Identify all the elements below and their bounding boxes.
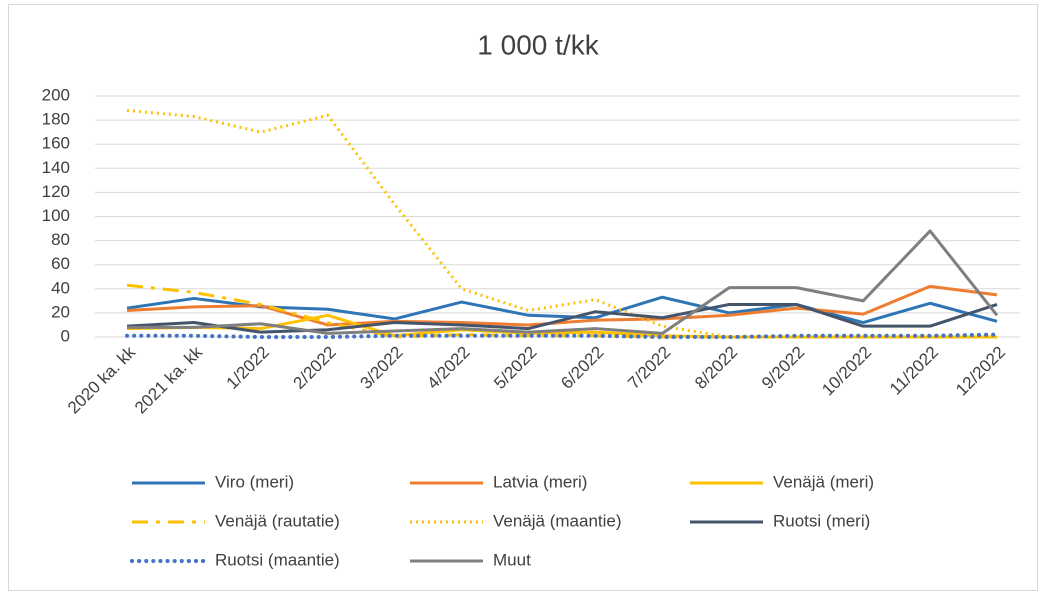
y-tick-label: 140 <box>42 158 70 177</box>
legend-label: Muut <box>493 550 531 569</box>
y-tick-label: 0 <box>61 326 70 345</box>
y-tick-label: 20 <box>51 302 70 321</box>
legend-label: Ruotsi (meri) <box>773 511 870 530</box>
legend-label: Latvia (meri) <box>493 472 587 491</box>
data-line <box>126 108 997 339</box>
legend-label: Venäjä (rautatie) <box>215 511 340 530</box>
y-tick-label: 100 <box>42 206 70 225</box>
data-line <box>125 332 999 339</box>
chart-title: 1 000 t/kk <box>477 29 599 60</box>
chart-border <box>8 4 1038 591</box>
data-line <box>127 229 999 335</box>
y-tick-label: 180 <box>42 110 70 129</box>
data-line <box>126 302 998 334</box>
y-tick-label: 60 <box>51 254 70 273</box>
y-tick-label: 120 <box>42 182 70 201</box>
y-tick-label: 40 <box>51 278 70 297</box>
legend-label: Venäjä (meri) <box>773 472 874 491</box>
legend-label: Venäjä (maantie) <box>493 511 622 530</box>
y-tick-label: 160 <box>42 134 70 153</box>
legend-label: Ruotsi (maantie) <box>215 550 340 569</box>
y-tick-label: 80 <box>51 230 70 249</box>
y-tick-label: 200 <box>42 85 70 104</box>
legend-label: Viro (meri) <box>215 472 294 491</box>
